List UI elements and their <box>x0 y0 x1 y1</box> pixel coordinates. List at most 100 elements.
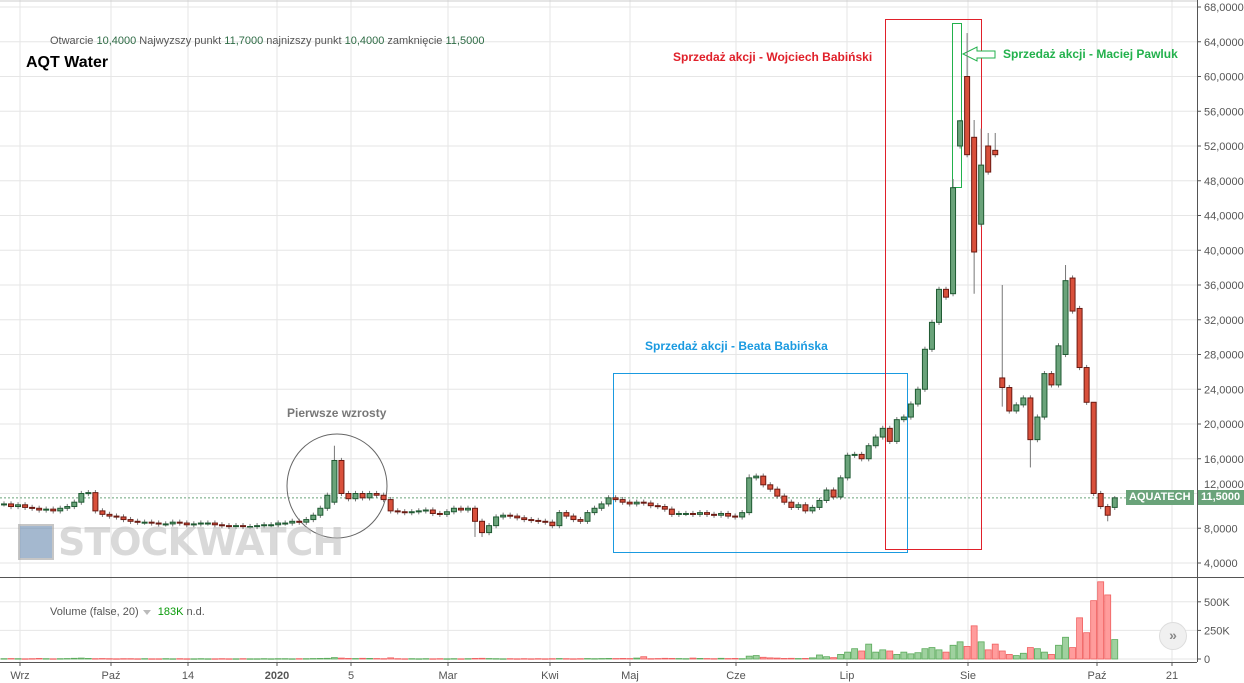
candle <box>718 512 725 516</box>
candle <box>450 507 457 513</box>
candle <box>113 515 120 518</box>
annotations: Pierwsze wzrosty Sprzedaż akcji - Beata … <box>286 19 1178 553</box>
volume-bar <box>640 656 648 660</box>
candle <box>992 149 999 156</box>
beata-sale-label: Sprzedaż akcji - Beata Babińska <box>645 339 828 353</box>
volume-bar <box>759 656 767 660</box>
volume-tick-label: 250K <box>1204 625 1230 637</box>
candle <box>978 164 985 225</box>
volume-bar <box>816 654 823 660</box>
candle <box>675 512 682 515</box>
volume-bar <box>401 658 409 660</box>
high-label: Najwyzszy punkt <box>139 35 222 47</box>
volume-bar <box>984 649 992 660</box>
candle <box>352 493 359 500</box>
candle <box>542 520 549 523</box>
volume-bar <box>717 657 725 660</box>
y-tick-label: 24,0000 <box>1204 384 1244 396</box>
candle <box>1027 397 1034 441</box>
candle <box>422 509 429 512</box>
x-tick-label: 2020 <box>265 670 289 682</box>
volume-tick-label: 500K <box>1204 597 1230 609</box>
volume-bar <box>183 658 191 660</box>
last-price-label: 11,5000 <box>1198 490 1244 505</box>
volume-bar <box>415 658 423 660</box>
candle <box>746 477 753 514</box>
volume-bar <box>21 658 29 660</box>
volume-bar <box>548 658 556 660</box>
volume-bar <box>668 658 676 660</box>
volume-bar <box>246 658 254 660</box>
volume-bar <box>773 657 781 660</box>
candle <box>197 522 204 525</box>
volume-bar <box>830 657 837 660</box>
candle <box>837 477 844 498</box>
volume-bar <box>197 658 205 660</box>
candle <box>696 512 703 515</box>
volume-bar <box>141 658 149 660</box>
volume-bar <box>541 658 549 660</box>
candle <box>556 512 563 527</box>
volume-tick-label: 0 <box>1204 654 1210 666</box>
candle <box>985 145 992 173</box>
x-tick-label: Paź <box>102 670 121 682</box>
volume-bar <box>380 658 388 660</box>
volume-bar <box>886 650 894 660</box>
candle <box>464 507 471 511</box>
candle <box>443 511 450 515</box>
candle <box>1104 506 1111 516</box>
volume-bar <box>359 657 366 660</box>
candle <box>247 526 254 529</box>
candle <box>232 525 239 528</box>
candle <box>324 494 331 509</box>
volume-bar <box>1076 617 1083 660</box>
candle <box>774 488 781 497</box>
volume-legend[interactable]: Volume (false, 20) 183K n.d. <box>50 606 205 618</box>
volume-bar <box>352 658 359 660</box>
candle <box>950 187 957 295</box>
candle <box>816 499 823 508</box>
dropdown-icon[interactable] <box>142 609 151 615</box>
volume-bar <box>295 658 303 660</box>
candle <box>141 521 148 524</box>
volume-bar <box>998 650 1006 660</box>
y-tick-label: 32,0000 <box>1204 315 1244 327</box>
scroll-to-latest-button[interactable]: » <box>1159 622 1187 650</box>
x-tick-label: 21 <box>1166 670 1178 682</box>
volume-bar <box>858 650 866 660</box>
volume-bar <box>682 658 690 660</box>
watermark-text: STOCKWATCH <box>58 520 344 564</box>
candle <box>211 522 218 526</box>
volume-bar <box>232 658 240 660</box>
candle <box>493 516 500 527</box>
volume-bar <box>288 658 296 660</box>
volume-bar <box>963 646 971 660</box>
candle <box>268 524 275 527</box>
candle <box>436 512 443 515</box>
candle <box>753 475 760 479</box>
volume-bar <box>35 658 43 660</box>
close-value: 11,5000 <box>445 35 485 47</box>
volume-bar <box>169 658 177 660</box>
candle <box>788 501 795 508</box>
volume-bar <box>443 658 451 660</box>
candle <box>22 504 29 508</box>
volume-bar <box>190 658 198 660</box>
candle <box>500 514 507 518</box>
volume-bar <box>113 658 120 660</box>
volume-bar <box>162 658 170 660</box>
arrow-left-icon <box>961 46 996 62</box>
candle <box>1097 493 1104 508</box>
volume-bar <box>120 658 127 660</box>
volume-bar <box>394 658 402 660</box>
volume-bar <box>689 657 697 660</box>
volume-bar <box>647 658 655 660</box>
volume-bar <box>77 657 85 660</box>
volume-bar <box>1041 651 1048 660</box>
volume-bar <box>42 658 50 660</box>
y-tick-label: 4,0000 <box>1204 558 1238 570</box>
candle <box>704 512 710 515</box>
volume-bar <box>563 658 570 660</box>
volume-bar <box>555 658 563 660</box>
